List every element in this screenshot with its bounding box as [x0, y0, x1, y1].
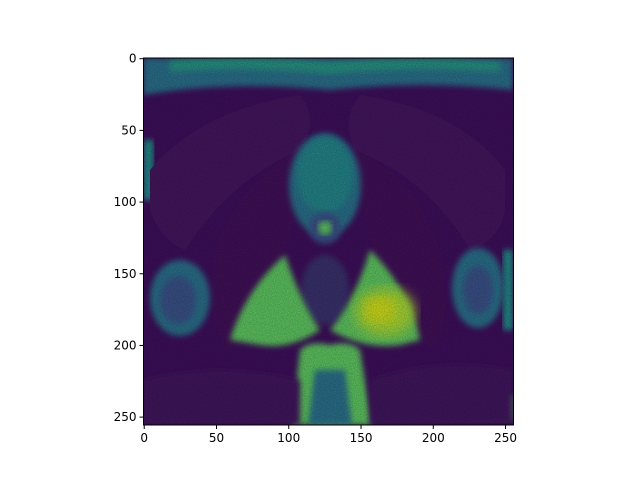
x-tick-label: 50	[209, 431, 224, 445]
y-axis: 0 50 100 150 200 250	[114, 52, 144, 424]
y-tick-label: 200	[114, 338, 137, 352]
x-tick-label: 0	[140, 431, 148, 445]
y-tick-label: 100	[114, 195, 137, 209]
x-tick-label: 100	[277, 431, 300, 445]
x-axis: 0 50 100 150 200 250	[140, 425, 517, 445]
y-tick-label: 0	[129, 52, 137, 66]
y-tick-label: 50	[121, 123, 136, 137]
y-tick-label: 150	[114, 267, 137, 281]
x-tick-label: 200	[422, 431, 445, 445]
y-tick-label: 250	[114, 410, 137, 424]
x-tick-label: 150	[350, 431, 373, 445]
x-tick-label: 250	[494, 431, 517, 445]
mri-image	[143, 58, 514, 425]
axes-frame	[143, 57, 514, 426]
